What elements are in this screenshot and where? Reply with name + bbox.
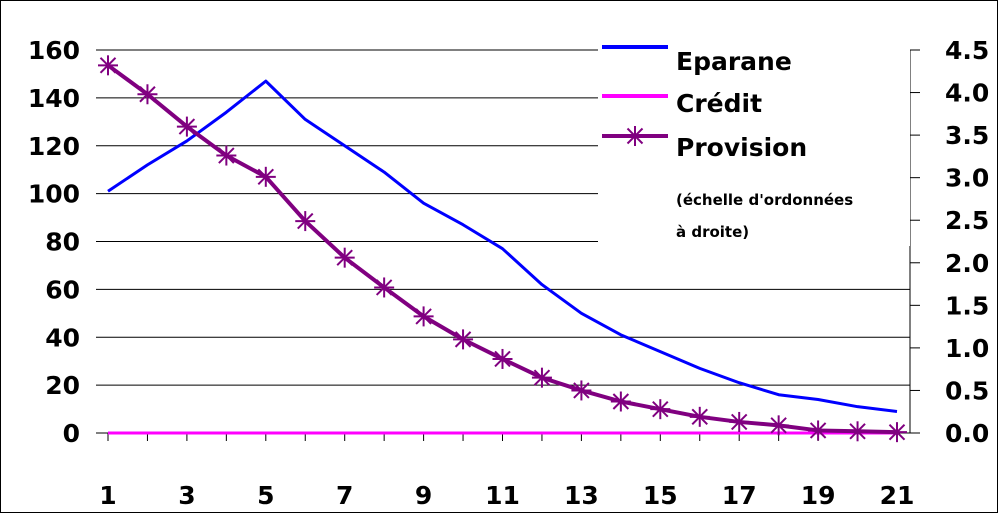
y-left-tick-label: 160 (28, 36, 80, 65)
data-point-provision (689, 406, 710, 427)
legend-note-line-2: à droite) (676, 223, 749, 241)
data-point-provision (98, 55, 118, 76)
tick-labels: 0 20 40 60 80 100 120 140 160 0.0 0.5 1.0 1.5 2.0 2.5 3… (28, 36, 989, 510)
data-point-provision (255, 166, 276, 187)
y-right-tick-label: 4.5 (945, 36, 989, 65)
y-left-tick-label: 20 (45, 371, 80, 400)
y-left-tick-label: 60 (45, 275, 80, 304)
legend-marker-provision (625, 126, 645, 146)
x-tick-label: 3 (178, 481, 195, 510)
y-left-tick-label: 100 (28, 180, 80, 209)
x-tick-label: 19 (801, 481, 836, 510)
x-tick-label: 1 (99, 481, 116, 510)
data-point-provision (295, 211, 316, 232)
legend: Eparane Crédit Provision (échelle d'ordo… (598, 36, 910, 246)
y-left-tick-label: 80 (45, 228, 80, 257)
y-left-tick-label: 0 (63, 419, 80, 448)
y-right-tick-label: 4.0 (945, 79, 989, 108)
y-left-tick-label: 120 (28, 132, 80, 161)
data-point-provision (453, 329, 474, 350)
data-point-provision (492, 348, 513, 369)
y-right-tick-label: 2.5 (945, 206, 989, 235)
x-tick-label: 9 (415, 481, 432, 510)
plot-series (98, 55, 907, 443)
x-tick-label: 5 (257, 481, 274, 510)
y-right-tick-label: 3.5 (945, 121, 989, 150)
legend-background (598, 36, 910, 246)
x-tick-label: 15 (643, 481, 678, 510)
data-point-provision (650, 399, 671, 420)
data-point-provision (847, 421, 868, 442)
data-point-provision (137, 84, 158, 105)
x-tick-label: 7 (336, 481, 353, 510)
data-point-provision (887, 422, 907, 443)
data-point-provision (334, 247, 355, 268)
y-right-tick-label: 0.0 (945, 419, 989, 448)
data-point-provision (413, 306, 434, 327)
y-right-tick-label: 1.0 (945, 334, 989, 363)
y-right-tick-label: 1.5 (945, 291, 989, 320)
legend-label-credit: Crédit (676, 89, 762, 118)
data-point-provision (374, 277, 395, 298)
x-tick-label: 21 (880, 481, 915, 510)
x-tick-label: 11 (485, 481, 520, 510)
x-tick-label: 17 (722, 481, 757, 510)
data-point-provision (176, 116, 197, 137)
y-right-tick-label: 2.0 (945, 249, 989, 278)
y-right-tick-label: 3.0 (945, 164, 989, 193)
data-point-provision (808, 420, 829, 441)
data-point-provision (768, 415, 789, 436)
data-point-provision (729, 411, 750, 432)
legend-asterisk (625, 126, 645, 146)
legend-note-line-1: (échelle d'ordonnées (676, 191, 853, 209)
data-point-provision (216, 145, 237, 166)
data-point-provision (610, 391, 631, 412)
y-right-tick-label: 0.5 (945, 376, 989, 405)
x-tick-label: 13 (564, 481, 599, 510)
y-left-tick-label: 40 (45, 323, 80, 352)
data-point-provision (531, 367, 552, 388)
data-point-provision (571, 380, 592, 401)
legend-label-provision: Provision (676, 133, 807, 162)
y-left-tick-label: 140 (28, 84, 80, 113)
series-line-eparane (107, 79, 898, 413)
legend-label-eparane: Eparane (676, 47, 792, 76)
